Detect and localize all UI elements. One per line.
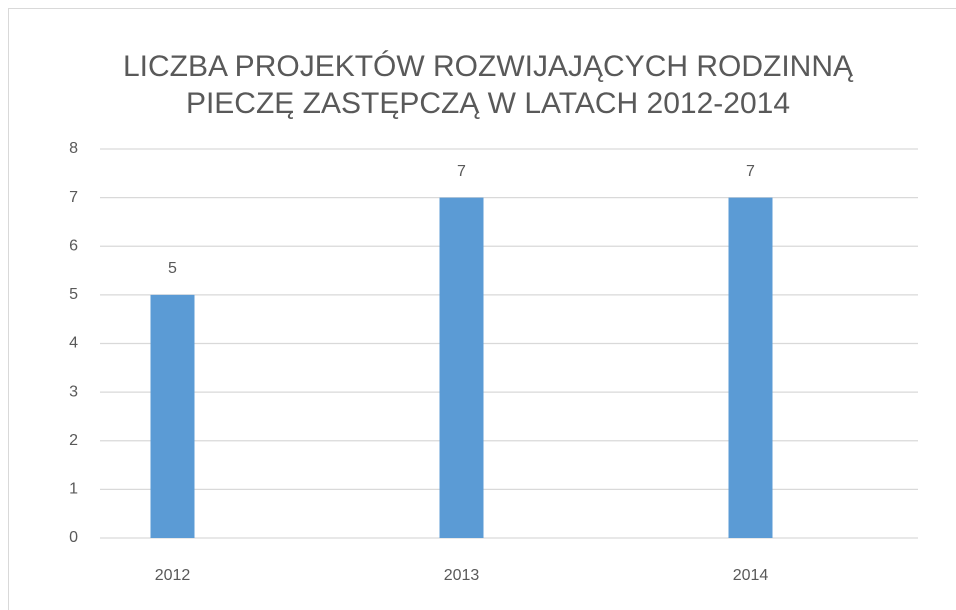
y-tick-label: 3 — [69, 383, 78, 400]
x-tick-label: 2014 — [733, 567, 769, 584]
y-tick-label: 5 — [69, 286, 78, 303]
x-tick-label: 2013 — [444, 567, 480, 584]
y-tick-label: 8 — [69, 140, 78, 157]
chart-title: LICZBA PROJEKTÓW ROZWIJAJĄCYCH RODZINNĄ — [123, 50, 854, 83]
data-label: 5 — [168, 260, 177, 277]
chart-title: PIECZĘ ZASTĘPCZĄ W LATACH 2012-2014 — [186, 87, 790, 120]
data-label: 7 — [457, 163, 466, 180]
bar — [150, 294, 195, 538]
y-tick-label: 1 — [69, 481, 78, 498]
y-tick-label: 2 — [69, 432, 78, 449]
y-tick-label: 6 — [69, 237, 78, 254]
bar — [728, 197, 773, 538]
data-label: 7 — [746, 163, 755, 180]
y-tick-label: 0 — [69, 529, 78, 546]
x-tick-label: 2012 — [155, 567, 191, 584]
bar — [439, 197, 484, 538]
y-tick-label: 4 — [69, 335, 78, 352]
y-tick-label: 7 — [69, 189, 78, 206]
